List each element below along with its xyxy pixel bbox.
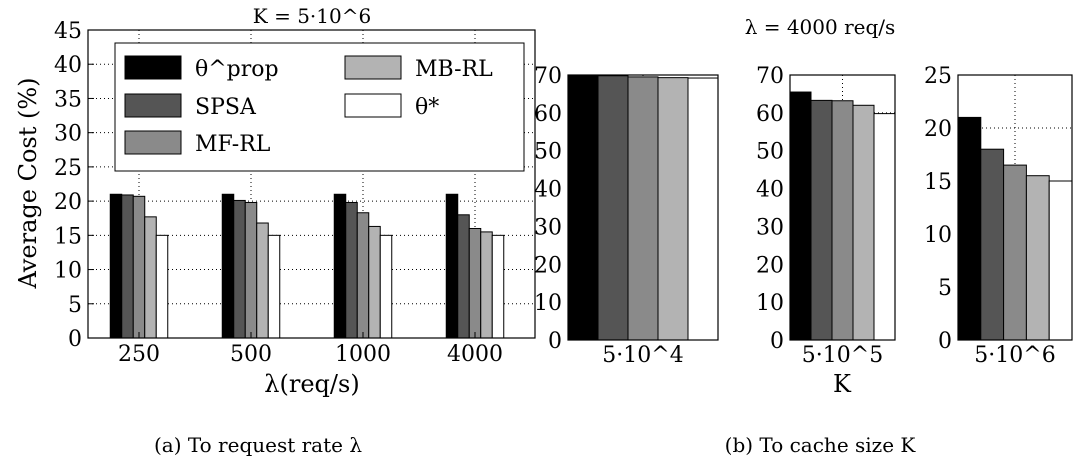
bar-panel3-series4 — [1025, 175, 1050, 341]
bar-mfrl-500 — [244, 201, 258, 339]
bar-panel3-series3 — [1003, 164, 1027, 341]
x-tick-label: 1000 — [335, 342, 391, 367]
y-tick-label: 50 — [756, 140, 784, 165]
legend-swatch — [124, 55, 182, 80]
legend-box — [114, 42, 525, 172]
bar-panel1-series1 — [567, 74, 599, 341]
panel-b2-frame — [789, 74, 896, 341]
bar-panel3-series1 — [957, 116, 982, 341]
panel-a-frame — [87, 29, 536, 339]
y-tick-label: 40 — [54, 53, 82, 78]
y-tick-label: 30 — [756, 215, 784, 240]
bar-mfrl-1000 — [356, 212, 370, 339]
x-tick-label: 5·10^5 — [802, 343, 883, 368]
bar-prop-500 — [221, 193, 235, 339]
bar-mfrl-250 — [132, 195, 146, 339]
legend-label: θ* — [415, 95, 439, 120]
bar-prop-250 — [109, 193, 123, 339]
legend-label: θ^prop — [195, 57, 279, 82]
panel-b-xlabel: K — [833, 370, 852, 398]
bar-mbrl-500 — [256, 222, 269, 339]
legend-label: SPSA — [195, 95, 257, 120]
bar-panel3-series5 — [1048, 180, 1073, 341]
y-tick-label: 5 — [68, 293, 82, 318]
y-tick-label: 45 — [54, 19, 82, 44]
bar-panel2-series1 — [789, 91, 812, 341]
bar-mbrl-250 — [144, 216, 157, 339]
bar-panel2-series5 — [873, 113, 896, 341]
legend-swatch — [124, 130, 182, 155]
panel-a-title: K = 5·10^6 — [253, 4, 371, 28]
bar-spsa-500 — [233, 199, 246, 339]
y-tick-label: 30 — [534, 215, 562, 240]
bar--1000 — [379, 234, 393, 339]
bar-panel3-series2 — [980, 148, 1005, 341]
bar--500 — [267, 234, 281, 339]
bar-panel1-series4 — [657, 77, 689, 341]
bar-panel1-series2 — [597, 75, 629, 341]
bar-spsa-250 — [121, 194, 134, 339]
y-tick-label: 50 — [534, 140, 562, 165]
y-tick-label: 20 — [924, 117, 952, 142]
panel-a-ylabel: Average Cost (%) — [14, 77, 42, 289]
y-tick-label: 10 — [924, 223, 952, 248]
bar-panel2-series3 — [831, 100, 854, 341]
legend-swatch — [124, 93, 182, 118]
x-tick-label: 4000 — [447, 342, 503, 367]
bar-panel2-series2 — [810, 99, 833, 341]
y-tick-label: 0 — [770, 329, 784, 354]
panel-b1-frame — [567, 74, 719, 341]
bar-panel1-series5 — [687, 77, 719, 341]
bar-prop-4000 — [445, 193, 459, 339]
y-tick-label: 20 — [756, 253, 784, 278]
bar-mfrl-4000 — [468, 227, 482, 339]
bar-mbrl-4000 — [480, 231, 493, 339]
y-tick-label: 20 — [534, 253, 562, 278]
y-tick-label: 0 — [938, 329, 952, 354]
x-tick-label: 500 — [230, 342, 272, 367]
bar--250 — [155, 234, 169, 339]
y-tick-label: 0 — [68, 327, 82, 352]
y-tick-label: 25 — [924, 64, 952, 89]
y-tick-label: 70 — [534, 64, 562, 89]
y-tick-label: 60 — [756, 102, 784, 127]
y-tick-label: 40 — [534, 178, 562, 203]
bar-panel2-series4 — [852, 104, 875, 341]
y-tick-label: 10 — [756, 291, 784, 316]
y-tick-label: 25 — [54, 156, 82, 181]
y-tick-label: 10 — [534, 291, 562, 316]
y-tick-label: 70 — [756, 64, 784, 89]
panel-b-title: λ = 4000 req/s — [745, 15, 896, 39]
x-tick-label: 5·10^4 — [602, 343, 683, 368]
bar--4000 — [491, 234, 505, 339]
y-tick-label: 35 — [54, 87, 82, 112]
legend — [114, 42, 525, 172]
y-tick-label: 15 — [924, 170, 952, 195]
y-tick-label: 5 — [938, 276, 952, 301]
legend-swatch — [344, 55, 402, 80]
legend-label: MF-RL — [195, 132, 271, 157]
bar-spsa-4000 — [457, 214, 470, 339]
panel-a-xlabel: λ(req/s) — [264, 370, 359, 398]
y-tick-label: 10 — [54, 259, 82, 284]
bar-spsa-1000 — [345, 201, 358, 339]
caption-b: (b) To cache size K — [725, 433, 917, 457]
y-tick-label: 60 — [534, 102, 562, 127]
y-tick-label: 0 — [548, 329, 562, 354]
y-tick-label: 15 — [54, 224, 82, 249]
caption-a: (a) To request rate λ — [154, 433, 362, 457]
y-tick-label: 30 — [54, 122, 82, 147]
x-tick-label: 5·10^6 — [974, 343, 1055, 368]
bar-prop-1000 — [333, 193, 347, 339]
x-tick-label: 250 — [118, 342, 160, 367]
y-tick-label: 40 — [756, 178, 784, 203]
y-tick-label: 20 — [54, 190, 82, 215]
legend-swatch — [344, 93, 402, 118]
panel-b3-frame — [957, 74, 1073, 341]
bar-mbrl-1000 — [368, 225, 381, 339]
bar-panel1-series3 — [627, 76, 659, 341]
legend-label: MB-RL — [415, 57, 493, 82]
